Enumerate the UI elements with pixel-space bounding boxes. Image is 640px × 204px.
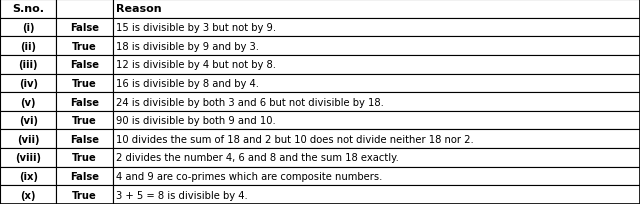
Text: (v): (v) bbox=[20, 97, 36, 107]
Bar bbox=[113, 111, 640, 130]
Bar bbox=[56, 148, 113, 167]
Text: 4 and 9 are co-primes which are composite numbers.: 4 and 9 are co-primes which are composit… bbox=[116, 171, 383, 181]
Text: (viii): (viii) bbox=[15, 153, 41, 163]
Text: (iii): (iii) bbox=[19, 60, 38, 70]
Text: (ii): (ii) bbox=[20, 41, 36, 51]
Text: (x): (x) bbox=[20, 190, 36, 200]
Bar bbox=[113, 167, 640, 185]
Text: (iv): (iv) bbox=[19, 79, 38, 88]
Text: (vi): (vi) bbox=[19, 116, 38, 125]
Text: False: False bbox=[70, 171, 99, 181]
Text: (ix): (ix) bbox=[19, 171, 38, 181]
Bar bbox=[56, 167, 113, 185]
Bar bbox=[113, 148, 640, 167]
Bar bbox=[0, 93, 56, 111]
Text: 15 is divisible by 3 but not by 9.: 15 is divisible by 3 but not by 9. bbox=[116, 23, 276, 33]
Bar bbox=[0, 148, 56, 167]
Text: False: False bbox=[70, 134, 99, 144]
Bar bbox=[0, 19, 56, 37]
Text: False: False bbox=[70, 60, 99, 70]
Text: 2 divides the number 4, 6 and 8 and the sum 18 exactly.: 2 divides the number 4, 6 and 8 and the … bbox=[116, 153, 399, 163]
Bar bbox=[113, 130, 640, 148]
Bar bbox=[0, 111, 56, 130]
Bar bbox=[113, 19, 640, 37]
Bar bbox=[56, 56, 113, 74]
Text: 3 + 5 = 8 is divisible by 4.: 3 + 5 = 8 is divisible by 4. bbox=[116, 190, 248, 200]
Text: (vii): (vii) bbox=[17, 134, 40, 144]
Text: S.no.: S.no. bbox=[12, 4, 44, 14]
Text: False: False bbox=[70, 23, 99, 33]
Bar bbox=[0, 185, 56, 204]
Bar bbox=[56, 130, 113, 148]
Bar bbox=[0, 167, 56, 185]
Text: True: True bbox=[72, 153, 97, 163]
Bar bbox=[113, 74, 640, 93]
Bar bbox=[0, 56, 56, 74]
Text: 90 is divisible by both 9 and 10.: 90 is divisible by both 9 and 10. bbox=[116, 116, 276, 125]
Bar bbox=[0, 130, 56, 148]
Bar bbox=[56, 185, 113, 204]
Bar bbox=[56, 0, 113, 19]
Bar bbox=[113, 185, 640, 204]
Text: 18 is divisible by 9 and by 3.: 18 is divisible by 9 and by 3. bbox=[116, 41, 259, 51]
Bar bbox=[113, 0, 640, 19]
Bar bbox=[56, 93, 113, 111]
Bar bbox=[56, 37, 113, 56]
Text: 16 is divisible by 8 and by 4.: 16 is divisible by 8 and by 4. bbox=[116, 79, 259, 88]
Text: False: False bbox=[70, 97, 99, 107]
Text: True: True bbox=[72, 79, 97, 88]
Bar bbox=[56, 74, 113, 93]
Bar bbox=[0, 37, 56, 56]
Text: True: True bbox=[72, 190, 97, 200]
Text: 24 is divisible by both 3 and 6 but not divisible by 18.: 24 is divisible by both 3 and 6 but not … bbox=[116, 97, 385, 107]
Text: (i): (i) bbox=[22, 23, 35, 33]
Bar bbox=[113, 56, 640, 74]
Bar bbox=[0, 0, 56, 19]
Bar bbox=[56, 111, 113, 130]
Bar bbox=[113, 37, 640, 56]
Text: True: True bbox=[72, 116, 97, 125]
Bar bbox=[0, 74, 56, 93]
Bar bbox=[113, 93, 640, 111]
Text: 10 divides the sum of 18 and 2 but 10 does not divide neither 18 nor 2.: 10 divides the sum of 18 and 2 but 10 do… bbox=[116, 134, 474, 144]
Text: 12 is divisible by 4 but not by 8.: 12 is divisible by 4 but not by 8. bbox=[116, 60, 276, 70]
Bar bbox=[56, 19, 113, 37]
Text: True: True bbox=[72, 41, 97, 51]
Text: Reason: Reason bbox=[116, 4, 162, 14]
